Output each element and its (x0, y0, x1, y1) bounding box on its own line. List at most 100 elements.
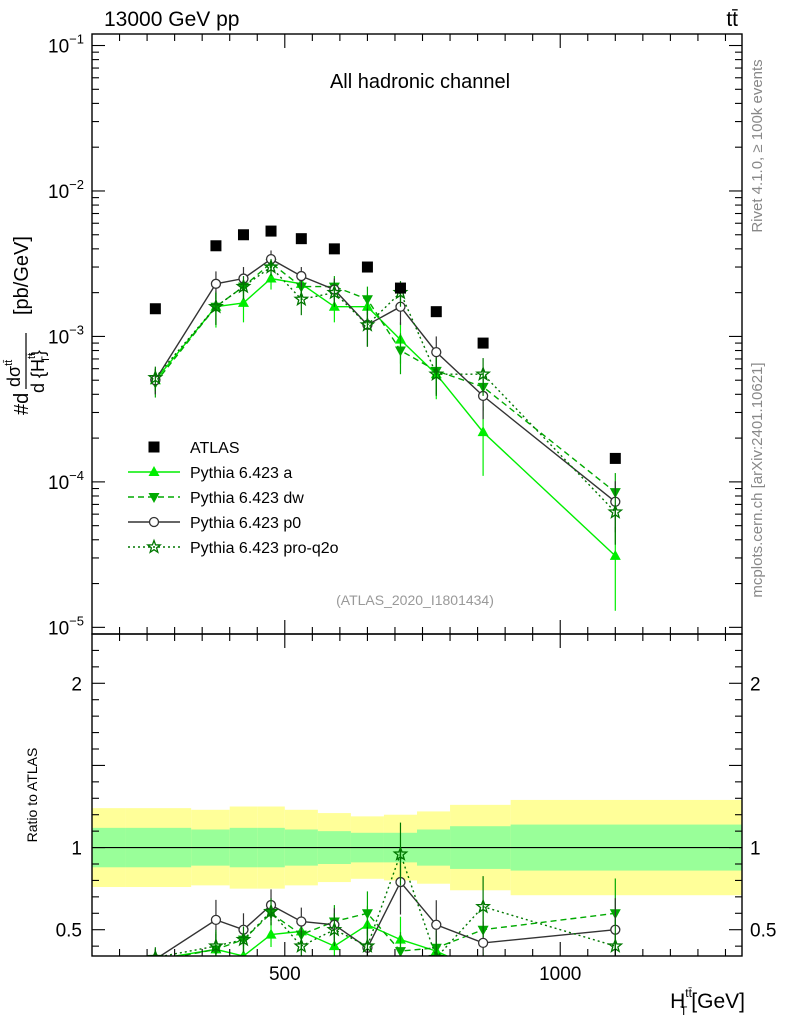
data-point-pythia-6-423-a (237, 296, 249, 307)
y-tick-label-ratio-right: 2 (750, 674, 761, 695)
ratio-line-pythia-6-423-pro-q2o (159, 851, 616, 956)
data-point-pythia-6-423-pro-q2o (293, 290, 310, 307)
legend-item-pythia-6-423-pro-q2o: Pythia 6.423 pro-q2o (128, 538, 339, 557)
data-point-pythia-6-423-pro-q2o (428, 365, 445, 381)
analysis-id: (ATLAS_2020_I1801434) (336, 592, 494, 608)
legend-marker (148, 493, 160, 503)
ratio-point-pythia-6-423-a (610, 971, 621, 981)
svg-text:[pb/GeV]: [pb/GeV] (11, 236, 33, 315)
ylabel-denominator-sup: tt̄ (26, 353, 38, 359)
ratio-point-pythia-6-423-pro-q2o (293, 937, 310, 953)
svg-text:d {Htt̄T}: d {Htt̄T} (26, 350, 52, 393)
y-tick-label-main: 10−4 (48, 468, 84, 494)
y-tick-label-ratio-left: 1 (71, 839, 82, 860)
ylabel-denominator-close: } (28, 350, 48, 356)
y-tick-label-main: 10−1 (48, 32, 84, 58)
data-point-pythia-6-423-a (609, 549, 621, 560)
legend-label: Pythia 6.423 a (190, 465, 292, 482)
ratio-point-pythia-6-423-pro-q2o (392, 845, 409, 861)
legend-marker (148, 466, 160, 476)
data-point-pythia-6-423-pro-q2o (475, 365, 492, 381)
ratio-point-pythia-6-423-pro-q2o (263, 903, 280, 919)
legend-marker (148, 441, 160, 453)
ratio-point-pythia-6-423-dw (361, 909, 373, 920)
ratio-point-pythia-6-423-p0 (477, 937, 489, 949)
ylabel-numerator: dσ (4, 366, 24, 387)
data-point-atlas (609, 452, 621, 464)
ratio-point-pythia-6-423-a (240, 950, 247, 956)
data-point-pythia-6-423-a (477, 426, 489, 437)
ratio-point-pythia-6-423-pro-q2o (359, 937, 376, 953)
data-point-pythia-6-423-pro-q2o (359, 316, 376, 332)
data-point-pythia-6-423-pro-q2o (235, 278, 252, 294)
rivet-label: Rivet 4.1.0, ≥ 100k events (749, 59, 766, 232)
data-point-atlas (149, 303, 161, 315)
y-tick-label-ratio-right: 1 (750, 839, 761, 860)
data-point-atlas (361, 261, 373, 273)
y-tick-label-ratio-left: 2 (71, 674, 82, 695)
data-point-pythia-6-423-pro-q2o (147, 369, 164, 385)
data-point-pythia-6-423-p0 (210, 278, 222, 289)
xlabel-unit: [GeV] (691, 990, 745, 1013)
data-point-pythia-6-423-p0 (431, 346, 442, 358)
ylabel-unit: [pb/GeV] (11, 236, 33, 315)
ylabel-denominator: d {H (28, 359, 48, 393)
main-ylabel: #d dσtt̄ d {Htt̄T} [pb/GeV] (3, 236, 52, 415)
ylabel-prefix: #d (11, 393, 33, 415)
data-point-atlas (295, 233, 307, 245)
ratio-point-pythia-6-423-p0 (296, 916, 307, 927)
ratio-frame (91, 633, 743, 957)
legend-item-pythia-6-423-p0: Pythia 6.423 p0 (128, 515, 301, 532)
xlabel-sup: tt̄ (685, 986, 692, 1000)
legend-label: Pythia 6.423 p0 (190, 515, 301, 532)
legend: ATLAS Pythia 6.423 a Pythia 6.423 dw Pythia… (128, 440, 339, 557)
svg-text:dσtt̄: dσtt̄ (3, 359, 24, 387)
ratio-point-pythia-6-423-a (478, 966, 489, 976)
ratio-point-pythia-6-423-pro-q2o (326, 921, 343, 937)
main-plot-area (147, 225, 624, 611)
ratio-point-pythia-6-423-pro-q2o (147, 949, 164, 956)
data-point-atlas (328, 243, 340, 255)
data-point-atlas (477, 337, 489, 349)
xlabel-sub: T (680, 1004, 688, 1018)
ratio-point-pythia-6-423-p0 (431, 919, 442, 930)
legend-item-atlas: ATLAS (148, 440, 240, 457)
data-point-pythia-6-423-dw (394, 346, 406, 357)
legend-label: Pythia 6.423 dw (190, 490, 304, 507)
ratio-point-pythia-6-423-pro-q2o (235, 931, 252, 947)
series-line-pythia-6-423-pro-q2o (154, 266, 616, 513)
data-point-pythia-6-423-p0 (296, 270, 307, 282)
x-tick-label: 1000 (539, 964, 581, 985)
svg-text:#d: #d (11, 393, 33, 415)
axis-ticks: 10−1 10−2 10−3 10−4 10−5 0.5 0.5 1 1 2 2 500 1000 (48, 32, 776, 985)
data-point-pythia-6-423-dw (361, 295, 373, 306)
plot-title: All hadronic channel (330, 71, 510, 93)
collision-energy-label: 13000 GeV pp (104, 8, 239, 31)
mcplots-label: mcplots.cern.ch [arXiv:2401.10621] (749, 362, 766, 597)
ratio-ylabel: Ratio to ATLAS (24, 748, 40, 843)
ylabel-denominator-sub: T (40, 356, 52, 363)
legend-item-pythia-6-423-dw: Pythia 6.423 dw (128, 490, 304, 507)
ratio-point-pythia-6-423-p0 (210, 914, 222, 926)
ratio-point-pythia-6-423-pro-q2o (475, 898, 492, 914)
data-point-atlas (394, 282, 406, 294)
ylabel-numerator-sup: tt̄ (3, 359, 15, 365)
data-point-atlas (210, 240, 222, 252)
ratio-plot-area (147, 822, 624, 981)
y-tick-label-ratio-left: 0.5 (56, 921, 82, 942)
data-point-pythia-6-423-pro-q2o (263, 258, 280, 274)
x-tick-label: 500 (269, 964, 301, 985)
legend-marker (148, 516, 160, 528)
legend-marker (146, 538, 162, 554)
data-point-pythia-6-423-pro-q2o (207, 298, 224, 314)
data-point-atlas (237, 229, 249, 241)
data-point-atlas (430, 306, 442, 318)
data-point-atlas (265, 225, 277, 237)
xlabel: Htt̄ T [GeV] (670, 986, 745, 1018)
data-point-pythia-6-423-pro-q2o (326, 284, 343, 300)
y-tick-label-ratio-right: 0.5 (750, 921, 776, 942)
ratio-point-pythia-6-423-pro-q2o (607, 937, 624, 953)
legend-label: ATLAS (190, 440, 240, 457)
series-line-pythia-6-423-dw (154, 262, 616, 493)
